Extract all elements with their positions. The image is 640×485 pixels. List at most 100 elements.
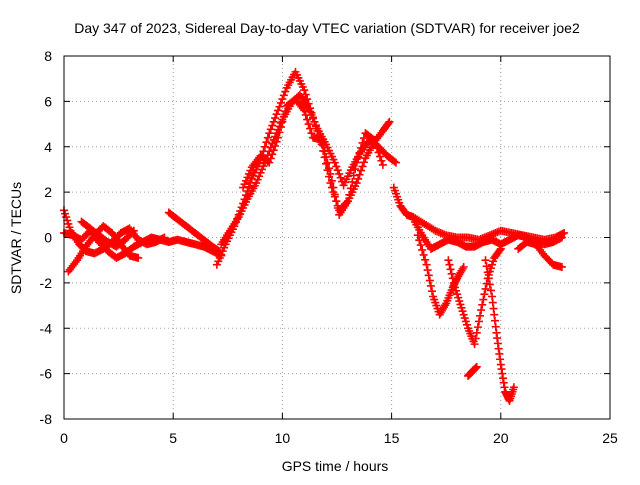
data-point [444, 256, 453, 265]
data-point [373, 144, 382, 153]
data-point [426, 281, 435, 290]
data-point [424, 271, 433, 280]
x-tick-label: 0 [60, 430, 68, 446]
data-point [474, 317, 483, 326]
x-tick-label: 20 [493, 430, 509, 446]
data-point [327, 176, 336, 185]
data-point [326, 169, 335, 178]
data-point [276, 123, 285, 132]
data-point [319, 141, 328, 150]
data-point [129, 226, 138, 235]
x-axis-label: GPS time / hours [282, 458, 389, 474]
data-point [272, 110, 281, 119]
data-point [306, 124, 315, 133]
data-point [509, 383, 518, 392]
data-point [419, 250, 428, 259]
data-point [471, 334, 480, 343]
x-tick-label: 25 [602, 430, 618, 446]
data-point [271, 141, 280, 150]
y-tick-label: -4 [40, 320, 53, 336]
data-point [330, 190, 339, 199]
data-point [479, 295, 488, 304]
data-point [448, 274, 457, 283]
data-point [346, 184, 355, 193]
y-tick-label: 8 [44, 48, 52, 64]
series-track-8 [239, 95, 387, 219]
data-point [303, 115, 312, 124]
data-point [301, 110, 310, 119]
data-point [496, 244, 505, 253]
y-tick-label: -6 [40, 366, 53, 382]
data-point [322, 159, 331, 168]
data-point [332, 162, 341, 171]
data-point [357, 143, 366, 152]
data-point [472, 328, 481, 337]
data-point [477, 306, 486, 315]
data-point [425, 276, 434, 285]
y-tick-label: 6 [44, 93, 52, 109]
data-point [336, 173, 345, 182]
data-point [263, 133, 272, 142]
series-track-13 [481, 256, 518, 405]
data-point [473, 323, 482, 332]
y-tick-label: -8 [40, 411, 53, 427]
data-point [330, 158, 339, 167]
data-point [375, 152, 384, 161]
data-point [269, 117, 278, 126]
data-point [329, 183, 338, 192]
data-point [349, 171, 358, 180]
data-point [557, 262, 566, 271]
data-point [482, 262, 491, 271]
data-point [304, 120, 313, 129]
data-point [385, 117, 394, 126]
data-point [265, 158, 274, 167]
y-axis-label: SDTVAR / TECUs [8, 182, 24, 294]
data-point [421, 255, 430, 264]
data-point [278, 117, 287, 126]
data-point [486, 286, 495, 295]
data-point [480, 290, 489, 299]
data-point [374, 148, 383, 157]
data-point [355, 148, 364, 157]
data-point [262, 138, 271, 147]
data-point [268, 150, 277, 159]
data-point [278, 95, 287, 104]
data-point [413, 231, 422, 240]
data-point [134, 253, 143, 262]
data-point [281, 107, 290, 116]
data-point [384, 119, 393, 128]
data-point [472, 362, 481, 371]
data-point [271, 114, 280, 123]
data-point [279, 112, 288, 121]
y-axis-ticks: -8 -6 -4 -2 0 2 4 6 8 [40, 48, 610, 427]
data-point [483, 268, 492, 277]
data-point [495, 246, 504, 255]
data-point [345, 190, 354, 199]
data-point [368, 134, 377, 143]
data-point [276, 98, 285, 107]
data-point [343, 197, 352, 206]
data-point [348, 177, 357, 186]
data-point [266, 154, 275, 163]
data-point [557, 233, 566, 242]
data-point [128, 228, 137, 237]
data-point [332, 197, 341, 206]
data-point [274, 133, 283, 142]
data-point [265, 129, 274, 138]
data-point [357, 166, 366, 175]
y-tick-label: 0 [44, 230, 52, 246]
data-point [359, 158, 368, 167]
data-point [416, 241, 425, 250]
data-point [354, 174, 363, 183]
data-point [423, 266, 432, 275]
data-point [354, 153, 363, 162]
data-point [275, 128, 284, 137]
data-points [60, 67, 569, 405]
data-point [274, 106, 283, 115]
data-point [476, 311, 485, 320]
data-point [470, 340, 479, 349]
x-axis-ticks: 0 5 10 15 20 25 [60, 56, 618, 446]
data-point [300, 106, 309, 115]
data-point [391, 158, 400, 167]
